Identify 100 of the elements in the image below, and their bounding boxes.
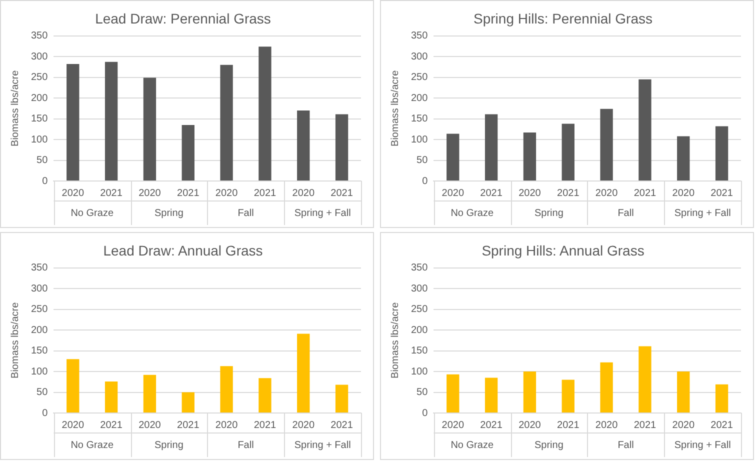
x-tick-label: 2020 — [292, 420, 315, 431]
text: Fall — [238, 440, 254, 451]
x-tick-label: 2020 — [292, 188, 315, 199]
x-tick-label: 2020 — [138, 420, 162, 431]
x-tick-label: 2021 — [710, 420, 734, 431]
y-tick-label: 50 — [36, 155, 48, 166]
x-tick-label: 2021 — [100, 420, 123, 431]
x-tick-label: 2020 — [62, 188, 84, 199]
x-tick-label: 2020 — [595, 420, 618, 431]
bar — [446, 134, 460, 180]
y-tick-label: 0 — [42, 408, 48, 419]
y-tick-label: 350 — [30, 262, 48, 274]
bar — [562, 124, 574, 180]
y-tick-label: 0 — [422, 408, 428, 419]
y-tick-label: 250 — [410, 72, 428, 84]
y-tick-label: 150 — [410, 346, 428, 357]
bar — [143, 374, 156, 412]
text: Spring + Fall — [294, 208, 351, 219]
y-tick-label: 50 — [36, 387, 48, 398]
x-tick-label: 2021 — [557, 188, 580, 199]
y-tick-label: 150 — [30, 114, 48, 125]
y-tick-label: 350 — [410, 262, 428, 274]
x-tick-label: 2021 — [330, 188, 354, 199]
text: Spring — [154, 440, 184, 451]
y-tick-label: 200 — [410, 324, 428, 336]
x-tick-label: 2021 — [177, 420, 200, 431]
bar — [258, 378, 272, 412]
bar — [182, 392, 194, 412]
bar — [446, 374, 460, 412]
y-tick-label: 300 — [30, 51, 48, 62]
x-tick-label: 2020 — [215, 420, 238, 431]
bar — [335, 384, 348, 412]
text: No Graze — [450, 440, 494, 451]
bar — [297, 110, 310, 180]
x-tick-label: 2020 — [672, 420, 695, 431]
x-tick-label: 2021 — [480, 420, 503, 431]
bar — [600, 362, 613, 412]
text: Spring — [534, 440, 564, 451]
bar — [335, 114, 348, 180]
chart-title: Lead Draw: Annual Grass — [103, 242, 263, 258]
chart-title: Spring Hills: Annual Grass — [482, 242, 644, 258]
bar — [182, 124, 194, 180]
bar — [258, 46, 272, 180]
x-tick-label: 2020 — [518, 188, 542, 199]
y-axis-title: Biomass lbs/acre — [390, 70, 401, 146]
text: Spring + Fall — [294, 440, 351, 451]
text: No Graze — [450, 208, 494, 219]
y-axis-title: Biomass lbs/acre — [10, 70, 21, 146]
y-tick-label: 0 — [42, 176, 48, 187]
y-tick-label: 200 — [30, 92, 48, 104]
y-tick-label: 100 — [30, 366, 48, 378]
bar — [143, 78, 156, 180]
y-tick-label: 250 — [410, 304, 428, 316]
x-tick-label: 2020 — [595, 188, 618, 199]
y-tick-label: 100 — [410, 366, 428, 378]
x-tick-label: 2020 — [215, 188, 238, 199]
bar — [484, 114, 498, 180]
bar — [715, 384, 728, 412]
y-axis-title: Biomass lbs/acre — [10, 302, 21, 378]
bar — [677, 136, 690, 180]
bar — [523, 372, 536, 412]
x-tick-label: 2020 — [442, 188, 464, 199]
y-tick-label: 250 — [30, 304, 48, 316]
bar — [562, 380, 574, 412]
x-tick-label: 2021 — [177, 188, 200, 199]
text: No Graze — [70, 440, 114, 451]
bar — [638, 346, 652, 412]
x-tick-label: 2020 — [442, 420, 464, 431]
text: Fall — [618, 208, 634, 219]
x-tick-label: 2020 — [138, 188, 162, 199]
y-tick-label: 200 — [410, 92, 428, 104]
text: Fall — [618, 440, 634, 451]
y-tick-label: 50 — [416, 155, 428, 166]
x-tick-label: 2021 — [710, 188, 734, 199]
x-tick-label: 2021 — [330, 420, 354, 431]
y-tick-label: 100 — [30, 134, 48, 146]
bar — [220, 366, 233, 412]
x-tick-label: 2021 — [254, 188, 277, 199]
x-tick-label: 2021 — [254, 420, 277, 431]
bar — [523, 132, 536, 180]
text: No Graze — [70, 208, 114, 219]
y-tick-label: 50 — [416, 387, 428, 398]
bar — [104, 62, 118, 180]
x-tick-label: 2020 — [518, 420, 542, 431]
y-tick-label: 250 — [30, 72, 48, 84]
bar — [677, 372, 690, 412]
y-tick-label: 300 — [30, 283, 48, 294]
y-tick-label: 200 — [30, 324, 48, 336]
x-tick-label: 2021 — [634, 420, 657, 431]
bar — [104, 381, 118, 412]
text: Spring — [534, 208, 564, 219]
y-tick-label: 300 — [410, 283, 428, 294]
bar — [66, 359, 80, 412]
bar — [715, 126, 728, 180]
y-tick-label: 100 — [410, 134, 428, 146]
y-tick-label: 150 — [410, 114, 428, 125]
x-tick-label: 2021 — [100, 188, 123, 199]
x-tick-label: 2021 — [634, 188, 657, 199]
bar — [600, 108, 613, 180]
y-tick-label: 150 — [30, 346, 48, 357]
